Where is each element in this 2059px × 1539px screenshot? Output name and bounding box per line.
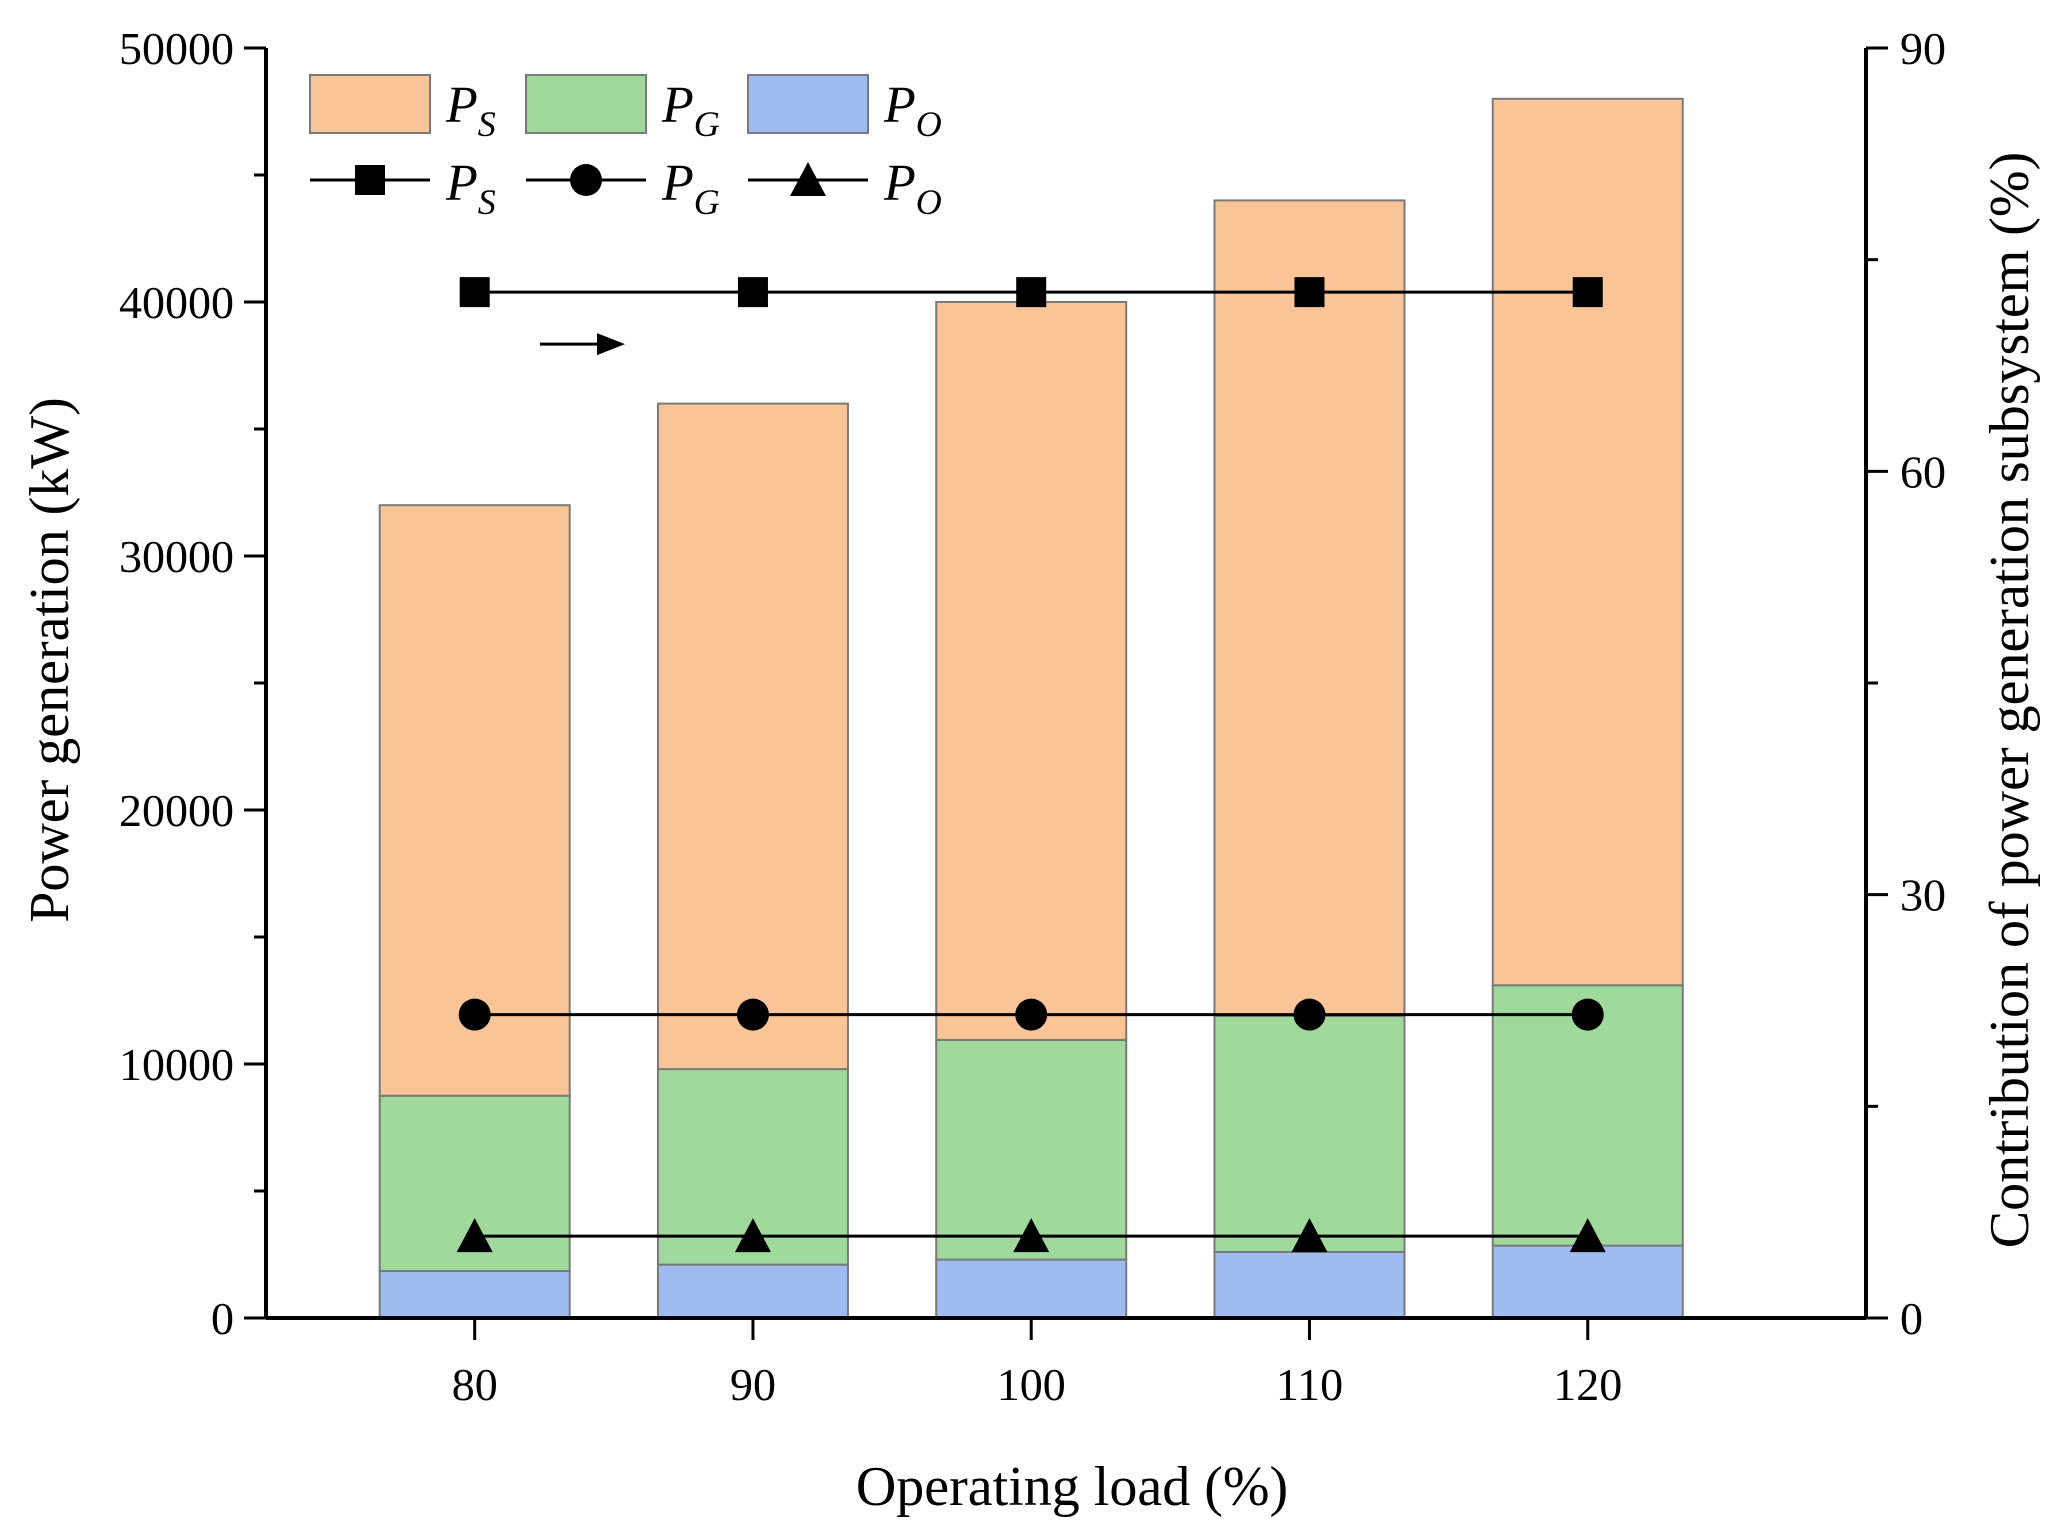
legend-marker-po xyxy=(790,162,826,196)
legend-swatch-ps xyxy=(309,74,431,134)
marker-po-120 xyxy=(1569,1218,1606,1253)
y-tick-label-left: 20000 xyxy=(119,785,234,836)
bar-po-120 xyxy=(1491,1244,1684,1319)
legend-line-label-ps: PS xyxy=(445,155,496,222)
bar-po-110 xyxy=(1213,1250,1406,1319)
bar-po-100 xyxy=(935,1258,1128,1319)
y-tick-label-left: 50000 xyxy=(119,23,234,74)
x-tick-label: 110 xyxy=(1276,1359,1343,1410)
bar-pg-110 xyxy=(1213,1014,1406,1253)
bar-po-90 xyxy=(656,1263,849,1320)
legend-swatch-po xyxy=(747,74,869,134)
x-tick-label: 90 xyxy=(730,1359,776,1410)
legend-line-label-po-sub: O xyxy=(916,182,942,222)
legend-line-label-po: PO xyxy=(883,155,942,222)
legend-marker-ps xyxy=(355,165,385,195)
y-tick-label-left: 30000 xyxy=(119,531,234,582)
legend-label-pg: PG xyxy=(661,77,720,144)
y-tick-label-right: 60 xyxy=(1900,446,1946,497)
legend-label-po: PO xyxy=(883,77,942,144)
y-tick-label-left: 0 xyxy=(211,1293,234,1344)
legend-line-label-pg: PG xyxy=(661,155,720,222)
bar-ps-80 xyxy=(378,504,571,1097)
marker-po-90 xyxy=(734,1218,771,1253)
bar-ps-90 xyxy=(656,402,849,1071)
x-axis-title: Operating load (%) xyxy=(856,1456,1288,1518)
annotation-arrow-head xyxy=(597,333,625,356)
marker-pg-120 xyxy=(1571,998,1604,1031)
lines xyxy=(456,277,1606,1253)
y-tick-label-right: 90 xyxy=(1900,23,1946,74)
legend-marker-pg xyxy=(570,164,602,196)
marker-ps-100 xyxy=(1016,277,1047,308)
bar-ps-120 xyxy=(1491,97,1684,987)
legend-label-ps-sub: S xyxy=(478,104,496,144)
legend: PS PG PO PS PG PO xyxy=(309,74,942,222)
legend-label-po-sub: O xyxy=(916,104,942,144)
marker-ps-120 xyxy=(1572,277,1603,308)
marker-pg-90 xyxy=(736,998,769,1031)
y-tick-label-right: 30 xyxy=(1900,870,1946,921)
bar-ps-110 xyxy=(1213,199,1406,1017)
marker-po-100 xyxy=(1013,1218,1050,1253)
legend-line-label-ps-sub: S xyxy=(478,182,496,222)
marker-pg-80 xyxy=(458,998,491,1031)
y-axis-title: Power generation (kW) xyxy=(19,397,81,923)
legend-label-pg-sub: G xyxy=(694,104,720,144)
legend-line-label-pg-sub: G xyxy=(694,182,720,222)
x-tick-label: 80 xyxy=(452,1359,498,1410)
x-tick-label: 100 xyxy=(997,1359,1066,1410)
y-tick-label-right: 0 xyxy=(1900,1293,1923,1344)
legend-swatch-pg xyxy=(525,74,647,134)
marker-po-110 xyxy=(1291,1218,1328,1253)
marker-po-80 xyxy=(456,1218,493,1253)
bars xyxy=(378,97,1684,1320)
y-tick-label-left: 40000 xyxy=(119,277,234,328)
legend-label-ps: PS xyxy=(445,77,496,144)
marker-pg-100 xyxy=(1015,998,1048,1031)
x-tick-label: 120 xyxy=(1553,1359,1622,1410)
marker-pg-110 xyxy=(1293,998,1326,1031)
y-tick-label-left: 10000 xyxy=(119,1039,234,1090)
marker-ps-80 xyxy=(459,277,490,308)
y-axis-right-title: Contribution of power generation subsyst… xyxy=(1979,152,2041,1248)
bar-ps-100 xyxy=(935,301,1128,1041)
marker-ps-110 xyxy=(1294,277,1325,308)
axes: 0 10000 20000 30000 40000 50000 0 30 60 90 80 90 100… xyxy=(119,23,1946,1410)
bar-po-80 xyxy=(378,1270,571,1320)
marker-ps-90 xyxy=(737,277,768,308)
